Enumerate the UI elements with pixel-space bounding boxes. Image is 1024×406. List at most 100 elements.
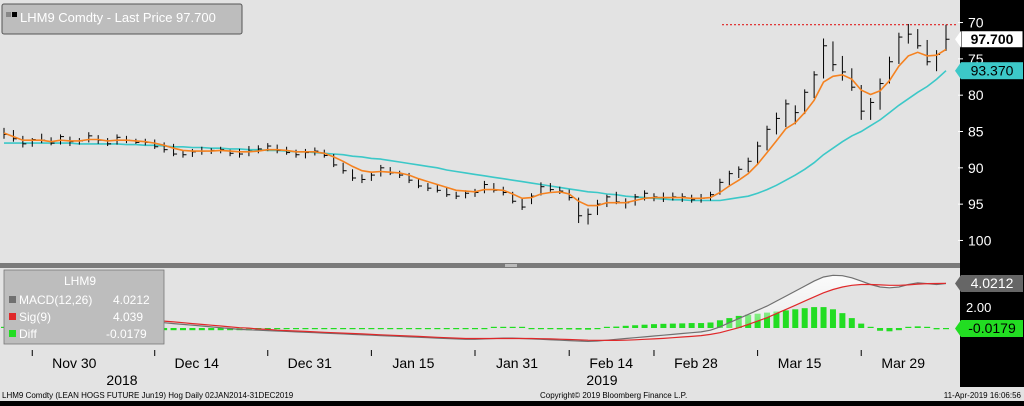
diff-bar <box>358 328 365 330</box>
diff-bar <box>387 328 394 330</box>
splitter-handle-icon[interactable] <box>505 264 517 267</box>
ma-short-series <box>3 48 947 207</box>
time-axis-label: Mar 29 <box>881 355 925 371</box>
diff-bar <box>641 324 648 328</box>
diff-bar <box>340 328 347 330</box>
diff-bar <box>500 326 507 328</box>
diff-bar <box>613 326 620 328</box>
diff-bar <box>443 328 450 330</box>
diff-swatch-icon <box>9 330 16 337</box>
diff-bar <box>707 322 714 328</box>
time-axis-label: Mar 15 <box>778 355 822 371</box>
diff-bar <box>547 328 554 330</box>
diff-bar <box>311 328 318 330</box>
price-axis-tick-label: 100 <box>968 232 992 248</box>
diff-bar <box>396 328 403 330</box>
macd-area <box>4 275 946 342</box>
diff-bar <box>829 309 836 328</box>
diff-bar <box>801 308 808 328</box>
diff-bar <box>792 309 799 328</box>
diff-bar <box>603 326 610 328</box>
diff-bar <box>594 328 601 330</box>
macd-badge: 4.0212 <box>955 275 1023 292</box>
diff-bar <box>321 328 328 330</box>
diff-bar <box>415 328 422 330</box>
price-axis-tick-label: 85 <box>968 124 984 140</box>
time-axis-label: Jan 31 <box>496 355 538 371</box>
sig-label: Sig(9) <box>19 310 51 324</box>
macd-legend[interactable]: LHM9 MACD(12,26) 4.0212 Sig(9) 4.039 Dif… <box>3 269 165 345</box>
diff-bar <box>933 328 940 330</box>
diff-bar <box>905 326 912 328</box>
price-axis-tick-label: 70 <box>968 15 984 31</box>
diff-bar <box>424 328 431 330</box>
diff-bar <box>490 326 497 328</box>
diff-bar <box>434 328 441 330</box>
diff-bar <box>622 325 629 328</box>
diff-bar <box>867 326 874 328</box>
time-axis-label: Jan 15 <box>392 355 434 371</box>
panel-splitter[interactable] <box>0 263 960 268</box>
diff-bar <box>198 328 205 331</box>
diff-bar <box>716 320 723 328</box>
diff-bar <box>679 323 686 328</box>
diff-bar <box>368 328 375 330</box>
diff-bar <box>274 328 281 330</box>
diff-bar <box>208 328 215 331</box>
ma-value: 93.370 <box>971 63 1014 79</box>
last-price-badge: 97.700 <box>955 30 1024 49</box>
diff-bar <box>537 328 544 330</box>
diff-bar <box>782 310 789 328</box>
diff-bar <box>764 312 771 328</box>
diff-bar <box>820 307 827 328</box>
diff-bar <box>773 311 780 328</box>
diff-bar <box>189 328 196 331</box>
sig-value: 4.039 <box>113 310 143 324</box>
diff-bar <box>575 328 582 330</box>
bar-series-icon <box>12 12 17 17</box>
diff-bar <box>179 328 186 331</box>
time-axis-label: Feb 14 <box>589 355 633 371</box>
main-panel-bg <box>0 0 960 263</box>
diff-bar <box>330 328 337 330</box>
diff-badge: -0.0179 <box>955 320 1023 337</box>
year-label-2018: 2018 <box>106 372 137 388</box>
diff-bar <box>509 326 516 328</box>
diff-bar <box>877 328 884 331</box>
legend-text: LHM9 Comdty - Last Price 97.700 <box>20 10 216 25</box>
time-axis-label: Feb 28 <box>674 355 718 371</box>
diff-bar <box>839 313 846 328</box>
diff-bar <box>293 328 300 330</box>
diff-bar <box>688 323 695 328</box>
diff-bar <box>924 326 931 328</box>
main-legend[interactable]: LHM9 Comdty - Last Price 97.700 <box>1 3 243 35</box>
sig-swatch-icon <box>9 313 16 320</box>
diff-bar <box>283 328 290 330</box>
diff-label: Diff <box>19 327 37 341</box>
ma-long-series <box>4 70 947 202</box>
footer-security: LHM9 Comdty (LEAN HOGS FUTURE Jun19) Hog… <box>2 391 294 400</box>
diff-value: -0.0179 <box>106 327 147 341</box>
diff-bar <box>302 328 309 330</box>
legend-handle-icon <box>6 12 11 17</box>
diff-bar <box>349 328 356 330</box>
diff-bar <box>453 328 460 330</box>
time-axis-label: Dec 31 <box>288 355 333 371</box>
ma-badge: 93.370 <box>955 62 1023 80</box>
diff-bar <box>848 318 855 328</box>
ma-short-line <box>3 48 947 207</box>
macd-label: MACD(12,26) <box>19 293 92 307</box>
year-label-2019: 2019 <box>586 372 617 388</box>
time-axis: Nov 30 Dec 14 Dec 31 Jan 15 Jan 31 Feb 14 Feb … <box>31 350 925 371</box>
diff-bar <box>217 328 224 331</box>
diff-bar <box>632 325 639 328</box>
diff-bar <box>858 323 865 328</box>
diff-bar <box>914 326 921 328</box>
time-axis-strip <box>0 350 960 387</box>
lower-axis-tick: 2.00 <box>966 300 991 315</box>
price-axis-tick-label: 90 <box>968 160 984 176</box>
diff-badge-value: -0.0179 <box>968 320 1016 336</box>
diff-bar <box>519 326 526 328</box>
